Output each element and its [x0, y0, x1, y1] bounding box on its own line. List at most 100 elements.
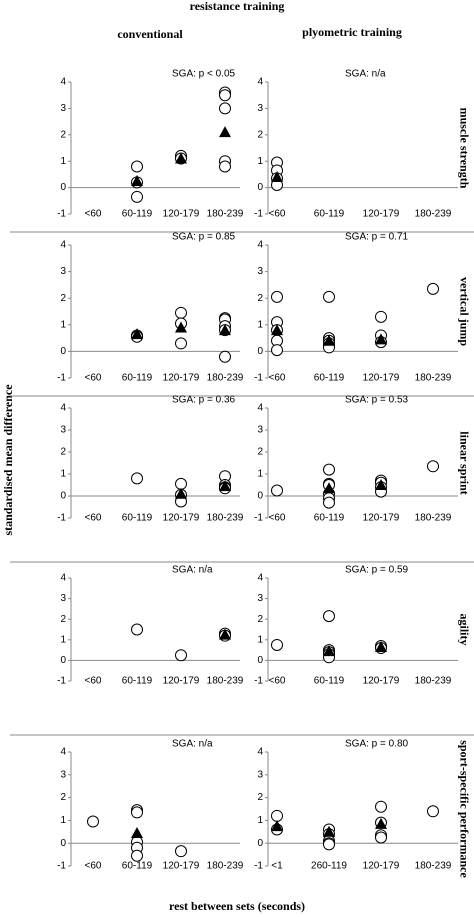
y-tick-label: 4 — [60, 747, 66, 758]
y-tick-label: 2 — [60, 293, 66, 304]
y-tick-label: 2 — [60, 792, 66, 803]
y-tick-label: 3 — [60, 593, 66, 604]
x-axis-label: rest between sets (seconds) — [169, 899, 305, 913]
annotation: SGA: p = 0.53 — [345, 395, 409, 406]
mean-marker — [323, 334, 335, 346]
x-tick-label: 60-119 — [122, 861, 153, 872]
y-tick-label: 0 — [257, 655, 263, 666]
y-tick-label: -1 — [57, 676, 66, 687]
x-tick-label: 180-239 — [207, 209, 244, 220]
y-tick-label: 3 — [60, 769, 66, 780]
column-title: plyometric training — [302, 25, 402, 39]
study-marker — [271, 290, 283, 303]
y-tick-label: 2 — [257, 293, 263, 304]
x-tick-label: 180-239 — [207, 513, 244, 524]
study-marker — [375, 800, 387, 813]
y-tick-label: 1 — [60, 156, 66, 167]
x-tick-label: 120-179 — [363, 209, 400, 220]
mean-marker — [219, 628, 231, 640]
mean-marker — [219, 126, 231, 138]
y-tick-label: 0 — [60, 655, 66, 666]
mean-marker — [375, 479, 387, 490]
y-tick-label: -1 — [254, 676, 263, 687]
x-tick-label: <60 — [269, 373, 286, 384]
x-tick-label: 120-179 — [363, 861, 400, 872]
study-marker — [271, 344, 283, 357]
study-marker — [219, 160, 231, 173]
y-tick-label: 2 — [257, 447, 263, 458]
study-marker — [375, 831, 387, 844]
x-tick-label: 60-119 — [122, 513, 153, 524]
x-tick-label: 120-179 — [363, 373, 400, 384]
y-tick-label: -1 — [254, 861, 263, 872]
y-tick-label: 1 — [60, 815, 66, 826]
study-marker — [87, 815, 99, 828]
mean-marker — [131, 328, 143, 340]
x-tick-label: <60 — [85, 209, 102, 220]
annotation: SGA: n/a — [345, 69, 386, 80]
y-tick-label: 3 — [257, 769, 263, 780]
x-tick-label: 180-239 — [207, 861, 244, 872]
x-tick-label: 60-119 — [314, 513, 345, 524]
study-marker — [323, 463, 335, 476]
y-tick-label: 3 — [257, 593, 263, 604]
y-tick-label: 3 — [60, 266, 66, 277]
y-tick-label: 3 — [60, 103, 66, 114]
mean-marker — [175, 321, 187, 333]
y-tick-label: 0 — [60, 182, 66, 193]
y-tick-label: 0 — [60, 838, 66, 849]
y-tick-label: 2 — [257, 614, 263, 625]
y-tick-label: 3 — [257, 103, 263, 114]
annotation: SGA: p < 0.05 — [172, 69, 236, 80]
study-marker — [131, 160, 143, 173]
y-tick-label: -1 — [57, 513, 66, 524]
y-tick-label: -1 — [254, 209, 263, 220]
annotation: SGA: n/a — [172, 739, 213, 750]
study-marker — [131, 849, 143, 862]
study-marker — [131, 623, 143, 636]
mean-marker — [323, 825, 335, 837]
y-tick-label: -1 — [57, 209, 66, 220]
x-tick-label: 120-179 — [163, 513, 200, 524]
y-tick-label: 4 — [257, 747, 263, 758]
x-tick-label: <60 — [85, 373, 102, 384]
y-tick-label: 3 — [257, 425, 263, 436]
annotation: SGA: p = 0.71 — [345, 232, 409, 243]
x-tick-label: <60 — [269, 513, 286, 524]
x-tick-label: 180-239 — [415, 861, 452, 872]
study-marker — [131, 806, 143, 819]
annotation: SGA: p = 0.80 — [345, 739, 409, 750]
row-label: vertical jump — [457, 277, 471, 346]
y-tick-label: 0 — [257, 838, 263, 849]
x-tick-label: <60 — [269, 676, 286, 687]
x-tick-label: 60-119 — [314, 676, 345, 687]
study-marker — [323, 610, 335, 623]
column-title: conventional — [117, 27, 183, 41]
study-marker — [427, 805, 439, 818]
y-tick-label: 0 — [60, 346, 66, 357]
y-tick-label: 2 — [60, 447, 66, 458]
x-tick-label: 120-179 — [363, 676, 400, 687]
x-tick-label: 60-119 — [314, 209, 345, 220]
mean-marker — [323, 482, 335, 494]
mean-marker — [219, 480, 231, 492]
y-tick-label: 2 — [60, 129, 66, 140]
mean-marker — [271, 820, 283, 832]
y-tick-label: 1 — [60, 634, 66, 645]
study-marker — [271, 484, 283, 497]
y-tick-label: 4 — [60, 240, 66, 251]
study-marker — [323, 290, 335, 303]
x-tick-label: 60-119 — [122, 676, 153, 687]
row-label: linear sprint — [457, 431, 471, 494]
y-axis-label: standardised mean difference — [1, 384, 15, 536]
x-tick-label: 260-119 — [311, 861, 347, 872]
study-marker — [131, 190, 143, 203]
study-marker — [427, 282, 439, 295]
y-tick-label: 1 — [60, 319, 66, 330]
row-label: sport-specific performance — [457, 740, 471, 878]
mean-marker — [375, 817, 387, 829]
mean-marker — [323, 645, 335, 657]
y-tick-label: 4 — [60, 77, 66, 88]
row-label: agility — [457, 614, 471, 646]
